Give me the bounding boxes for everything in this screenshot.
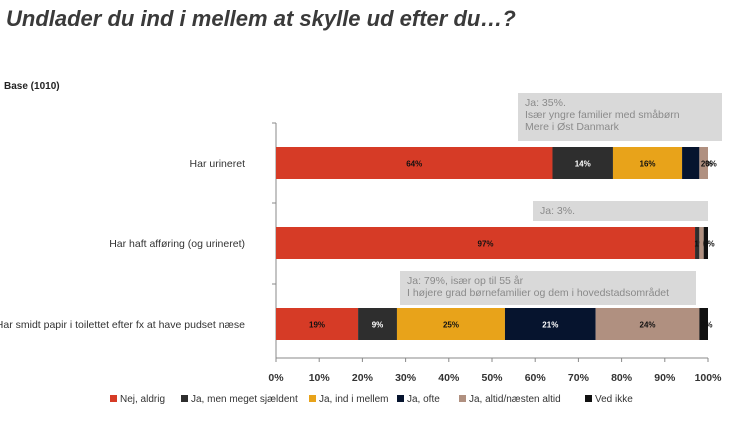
legend-swatch [110,395,117,402]
bar-segment [703,227,708,259]
bar-segment [682,147,700,179]
legend-swatch [585,395,592,402]
data-label: 25% [443,321,459,330]
x-tick-label: 70% [568,372,590,384]
x-tick-label: 10% [309,372,331,384]
annotation-urineret: Ja: 35%. Især yngre familier med småbørn… [518,93,722,141]
data-label: 16% [640,160,656,169]
legend-swatch [309,395,316,402]
annotation-afforing: Ja: 3%. [533,201,708,221]
base-label: Base (1010) [4,81,60,92]
bar-segment [612,147,683,179]
x-tick-label: 40% [438,372,460,384]
x-tick-label: 30% [395,372,417,384]
legend-label: Ja, men meget sjældent [191,394,298,405]
legend-swatch [181,395,188,402]
data-label: 2% [701,321,713,330]
chart-title: Undlader du ind i mellem at skylle ud ef… [6,6,516,31]
bar-segment [595,308,700,340]
data-label: 21% [542,321,558,330]
x-tick-label: 80% [611,372,633,384]
category-label: Har urineret [190,158,246,170]
bar-segment [699,227,704,259]
legend-label: Ja, ind i mellem [319,394,388,405]
legend-swatch [459,395,466,402]
data-label: 97% [478,240,494,249]
data-label: 0% [705,160,717,169]
legend-label: Ja, ofte [407,394,440,405]
annotation-papir: Ja: 79%, især op til 55 år I højere grad… [400,271,696,305]
bar-segment [699,147,708,179]
category-label: Har smidt papir i toilettet efter fx at … [0,319,245,331]
data-label: 14% [575,160,591,169]
bar-segment [276,227,696,259]
category-label: Har haft afføring (og urineret) [109,238,245,250]
legend-label: Ved ikke [595,394,633,405]
bar-segment [699,308,708,340]
data-label: 2% [701,160,713,169]
bar-segment [552,147,613,179]
data-label: 9% [372,321,384,330]
x-tick-label: 0% [268,372,284,384]
x-tick-label: 20% [352,372,374,384]
bar-segment [504,308,596,340]
data-label: 24% [640,321,656,330]
bar-segment [276,147,553,179]
bar-segment [276,308,359,340]
x-tick-label: 100% [695,372,723,384]
data-label: 64% [406,160,422,169]
x-tick-label: 50% [481,372,503,384]
x-tick-label: 90% [654,372,676,384]
bar-segment [358,308,397,340]
x-tick-label: 60% [525,372,547,384]
data-label: 19% [309,321,325,330]
legend-label: Ja, altid/næsten altid [469,394,561,405]
bar-segment [396,308,505,340]
data-label: 0% [703,240,715,249]
legend-swatch [397,395,404,402]
bar-segment [695,227,700,259]
legend-label: Nej, aldrig [120,394,165,405]
